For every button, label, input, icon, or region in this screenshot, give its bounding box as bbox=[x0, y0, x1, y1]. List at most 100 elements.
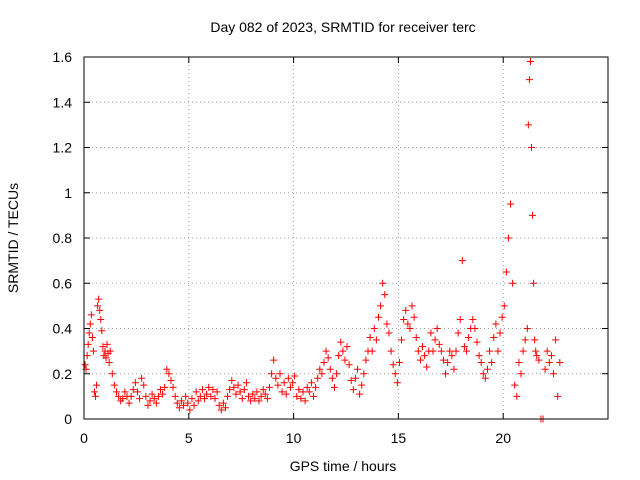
data-point bbox=[335, 352, 343, 360]
data-point bbox=[547, 352, 555, 360]
data-point bbox=[106, 347, 114, 355]
data-point bbox=[402, 306, 410, 314]
data-point bbox=[554, 392, 562, 400]
data-point bbox=[387, 347, 395, 355]
data-point bbox=[351, 374, 359, 382]
data-point bbox=[525, 76, 533, 84]
data-point bbox=[211, 395, 219, 403]
data-point bbox=[479, 370, 487, 378]
data-point bbox=[125, 399, 133, 407]
data-point bbox=[280, 379, 288, 387]
data-point bbox=[293, 392, 301, 400]
data-point bbox=[349, 386, 357, 394]
data-point bbox=[307, 379, 315, 387]
data-point bbox=[224, 392, 232, 400]
data-point bbox=[533, 352, 541, 360]
data-point bbox=[217, 406, 225, 414]
data-point bbox=[532, 347, 540, 355]
data-point bbox=[213, 388, 221, 396]
data-point bbox=[502, 268, 510, 276]
data-point bbox=[87, 311, 95, 319]
data-point bbox=[356, 390, 364, 398]
data-point bbox=[339, 347, 347, 355]
y-tick-label: 0.2 bbox=[53, 366, 73, 382]
data-point bbox=[257, 392, 265, 400]
data-point bbox=[133, 388, 141, 396]
data-point bbox=[509, 279, 517, 287]
data-point bbox=[150, 395, 158, 403]
data-point bbox=[291, 372, 299, 380]
data-point bbox=[297, 395, 305, 403]
data-point bbox=[523, 325, 531, 332]
data-point bbox=[175, 404, 183, 412]
data-point bbox=[251, 395, 259, 403]
data-point bbox=[182, 392, 190, 400]
data-point bbox=[494, 347, 502, 355]
data-point bbox=[381, 291, 389, 299]
data-point bbox=[83, 352, 91, 360]
data-point bbox=[203, 390, 211, 398]
data-point bbox=[347, 377, 355, 385]
data-point bbox=[492, 320, 500, 328]
data-point bbox=[504, 234, 512, 242]
data-point bbox=[507, 200, 515, 208]
data-point bbox=[330, 383, 338, 391]
data-point bbox=[247, 397, 255, 405]
data-point bbox=[456, 315, 464, 323]
data-point bbox=[486, 347, 494, 355]
data-point bbox=[270, 356, 278, 364]
x-tick-label: 0 bbox=[80, 430, 88, 446]
data-point bbox=[190, 401, 198, 409]
data-point bbox=[368, 347, 376, 355]
data-point bbox=[333, 370, 341, 378]
data-point bbox=[207, 392, 215, 400]
axis-ticks: 0 0.2 0.4 0.6 0.8 1 1.2 1.4 1.6 0 5 10 15 20 bbox=[53, 49, 608, 446]
data-point bbox=[148, 390, 156, 398]
data-point bbox=[131, 379, 139, 387]
data-point bbox=[450, 365, 458, 373]
data-point bbox=[543, 347, 551, 355]
data-point bbox=[96, 306, 104, 314]
data-point bbox=[391, 370, 399, 378]
data-point bbox=[154, 392, 162, 400]
data-point bbox=[452, 347, 460, 355]
data-point bbox=[97, 315, 105, 323]
data-points bbox=[81, 58, 564, 423]
data-point bbox=[184, 399, 192, 407]
data-point bbox=[265, 383, 273, 391]
data-point bbox=[552, 336, 560, 344]
data-point bbox=[121, 388, 129, 396]
data-point bbox=[498, 313, 506, 321]
data-point bbox=[439, 356, 447, 364]
data-point bbox=[169, 383, 177, 391]
y-tick-label: 1.2 bbox=[53, 140, 73, 156]
y-axis-label: SRMTID / TECUs bbox=[5, 183, 21, 293]
data-point bbox=[404, 320, 412, 328]
data-point bbox=[421, 352, 429, 360]
data-point bbox=[84, 340, 92, 348]
data-point bbox=[272, 374, 280, 382]
data-point bbox=[410, 313, 418, 321]
data-point bbox=[305, 388, 313, 396]
data-point bbox=[198, 386, 206, 394]
data-point bbox=[245, 392, 253, 400]
data-point bbox=[448, 352, 456, 360]
data-point bbox=[517, 370, 525, 378]
data-point bbox=[343, 343, 351, 351]
data-point bbox=[362, 356, 370, 364]
data-point bbox=[85, 329, 93, 337]
data-point bbox=[261, 390, 269, 398]
data-point bbox=[314, 374, 322, 382]
y-tick-label: 1.4 bbox=[53, 94, 73, 110]
data-point bbox=[81, 361, 89, 369]
data-point bbox=[318, 370, 326, 378]
data-point bbox=[500, 302, 508, 310]
data-point bbox=[358, 381, 366, 389]
data-point bbox=[253, 388, 261, 396]
data-point bbox=[531, 336, 539, 344]
data-point bbox=[303, 383, 311, 391]
data-point bbox=[527, 144, 535, 151]
data-point bbox=[129, 386, 137, 394]
data-point bbox=[232, 390, 240, 398]
x-tick-label: 5 bbox=[185, 430, 193, 446]
